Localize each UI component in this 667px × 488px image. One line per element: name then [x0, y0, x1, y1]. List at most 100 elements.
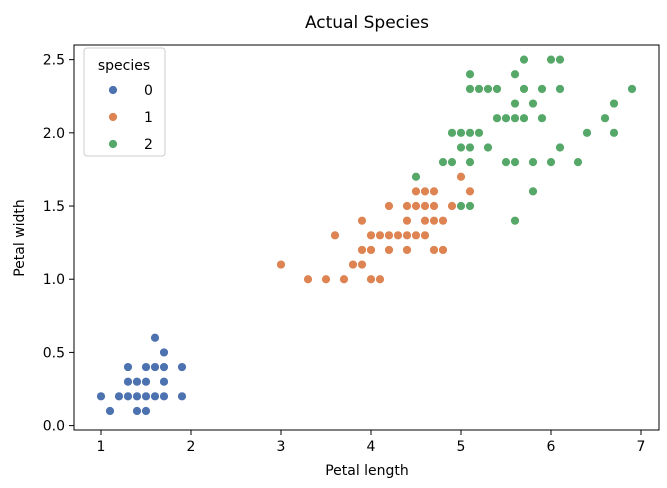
y-axis-ticks: 0.0 0.5 1.0 1.5 2.0 2.5	[43, 53, 74, 435]
data-point-species-2	[555, 142, 565, 153]
data-point-species-0	[105, 406, 115, 416]
data-point-species-0	[132, 406, 142, 416]
data-point-species-2	[483, 142, 493, 153]
legend-marker-1	[108, 112, 118, 122]
data-point-species-2	[510, 157, 520, 168]
data-point-species-1	[321, 274, 331, 285]
data-point-species-1	[429, 186, 439, 197]
x-axis-ticks: 1 2 3 4 5 6 7	[97, 430, 646, 455]
data-point-species-2	[519, 113, 529, 124]
chart-title: Actual Species	[305, 13, 429, 33]
data-point-species-1	[303, 274, 313, 285]
data-point-species-2	[456, 142, 466, 153]
data-point-species-2	[438, 157, 448, 168]
x-tick-label: 6	[547, 439, 556, 455]
legend-title: species	[98, 58, 150, 74]
data-point-species-0	[150, 362, 160, 372]
legend-box	[83, 47, 166, 157]
data-point-species-2	[609, 127, 619, 138]
data-point-species-1	[384, 230, 394, 241]
data-point-species-2	[627, 84, 637, 94]
data-point-species-1	[366, 230, 376, 241]
data-point-species-0	[123, 391, 133, 402]
y-tick-label: 0.5	[43, 345, 65, 361]
data-point-species-0	[150, 391, 160, 402]
data-point-species-0	[141, 376, 151, 387]
data-point-species-1	[402, 201, 412, 211]
x-tick-label: 3	[277, 439, 286, 455]
data-point-species-2	[474, 127, 484, 138]
data-point-species-2	[465, 157, 475, 168]
legend-marker-0	[108, 85, 118, 95]
data-point-species-2	[510, 98, 520, 109]
data-point-species-1	[375, 274, 385, 285]
data-point-species-2	[465, 201, 475, 211]
y-tick-label: 2.0	[43, 126, 65, 142]
data-point-species-1	[402, 230, 412, 241]
data-point-species-0	[141, 391, 151, 402]
x-tick-label: 2	[187, 439, 196, 455]
data-point-species-0	[159, 362, 169, 372]
data-point-species-0	[159, 391, 169, 402]
data-point-species-1	[366, 274, 376, 285]
data-point-species-2	[447, 127, 457, 138]
y-tick-label: 1.5	[43, 199, 65, 215]
data-point-species-2	[546, 157, 556, 168]
data-point-species-0	[96, 391, 106, 402]
data-point-species-0	[141, 406, 151, 416]
data-point-species-2	[483, 84, 493, 94]
data-point-species-2	[600, 113, 610, 124]
data-point-species-0	[159, 376, 169, 387]
data-point-species-1	[411, 230, 421, 241]
x-tick-label: 7	[637, 439, 646, 455]
data-point-species-1	[411, 186, 421, 197]
data-point-species-0	[159, 347, 169, 358]
data-point-species-1	[384, 201, 394, 211]
data-point-species-2	[411, 171, 421, 182]
data-point-species-2	[528, 157, 538, 168]
data-point-species-1	[330, 230, 340, 241]
data-point-species-2	[465, 69, 475, 80]
data-point-species-0	[114, 391, 124, 402]
data-point-species-1	[429, 245, 439, 255]
data-point-species-2	[528, 98, 538, 109]
data-point-species-1	[375, 230, 385, 241]
data-point-species-2	[510, 215, 520, 226]
y-tick-label: 0.0	[43, 419, 65, 435]
data-point-species-1	[402, 215, 412, 226]
data-point-species-2	[519, 84, 529, 94]
data-point-species-0	[132, 376, 142, 387]
data-point-species-1	[402, 245, 412, 255]
legend-marker-2	[108, 139, 118, 149]
data-point-species-1	[420, 230, 430, 241]
data-points	[96, 54, 637, 416]
data-point-species-0	[177, 391, 187, 402]
legend-label-2: 2	[144, 137, 153, 153]
data-point-species-1	[393, 230, 403, 241]
data-point-species-1	[429, 215, 439, 226]
data-point-species-2	[501, 157, 511, 168]
legend-label-1: 1	[144, 110, 153, 126]
data-point-species-2	[492, 113, 502, 124]
data-point-species-1	[420, 201, 430, 211]
data-point-species-2	[537, 84, 547, 94]
data-point-species-2	[447, 157, 457, 168]
data-point-species-0	[177, 362, 187, 372]
data-point-species-1	[384, 245, 394, 255]
data-point-species-2	[582, 127, 592, 138]
data-point-species-2	[465, 142, 475, 153]
data-point-species-1	[348, 259, 358, 270]
data-point-species-1	[447, 201, 457, 211]
data-point-species-2	[519, 54, 529, 65]
data-point-species-1	[339, 274, 349, 285]
y-axis-label: Petal width	[12, 199, 28, 277]
data-point-species-0	[123, 376, 133, 387]
plot-frame	[73, 44, 660, 431]
data-point-species-2	[456, 201, 466, 211]
data-point-species-1	[357, 245, 367, 255]
data-point-species-1	[357, 259, 367, 270]
data-point-species-2	[492, 84, 502, 94]
data-point-species-1	[420, 186, 430, 197]
legend-label-0: 0	[144, 83, 153, 99]
x-tick-label: 1	[97, 439, 106, 455]
